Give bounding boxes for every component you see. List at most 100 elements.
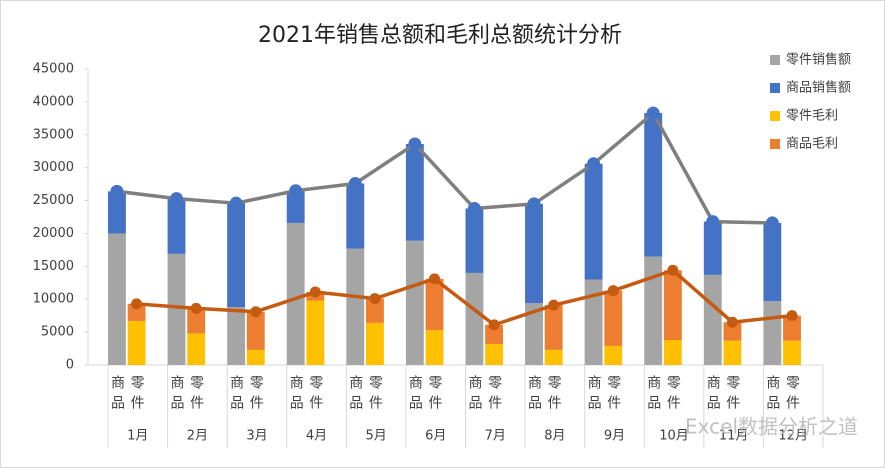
bar-segment — [723, 340, 742, 365]
sub-category-label: 商品 — [109, 375, 125, 415]
y-tick-label: 10000 — [33, 292, 74, 307]
total-marker — [706, 215, 720, 229]
y-tick-label: 35000 — [33, 127, 74, 142]
bar-segment — [167, 253, 186, 365]
x-tick-label: 3月 — [246, 429, 267, 444]
bar-segment — [723, 322, 742, 341]
sub-category-label: 零件 — [248, 375, 264, 415]
total-line-segment — [493, 303, 555, 327]
sub-category-label: 零件 — [427, 375, 443, 415]
x-tick-label: 11月 — [719, 429, 749, 444]
total-marker — [369, 293, 381, 305]
bar-segment — [763, 222, 782, 302]
bar-segment — [584, 279, 603, 365]
total-line-segment — [354, 142, 416, 185]
legend-label: 零件毛利 — [786, 109, 838, 124]
sub-category-label: 零件 — [784, 375, 800, 415]
bar-segment — [544, 349, 563, 365]
total-marker — [131, 298, 143, 310]
bar-segment — [346, 183, 365, 249]
legend-label: 商品销售额 — [786, 80, 851, 96]
sub-category-label: 商品 — [407, 375, 423, 415]
total-marker — [170, 192, 184, 206]
x-tick-label: 4月 — [306, 429, 327, 444]
sub-category-label: 零件 — [724, 375, 740, 415]
y-tick-label: 15000 — [33, 259, 74, 274]
total-line-segment — [136, 302, 197, 311]
total-marker — [786, 310, 798, 322]
total-marker — [548, 299, 560, 311]
bar-segment — [187, 308, 206, 334]
sub-category-label: 零件 — [665, 375, 681, 415]
bar-segment — [425, 330, 444, 365]
bar-segment — [604, 345, 623, 365]
bar-segment — [286, 222, 305, 365]
bar-segment — [644, 256, 663, 365]
total-marker — [607, 285, 619, 297]
legend-swatch — [770, 111, 780, 121]
y-tick-label: 5000 — [41, 325, 74, 340]
bar-segment — [485, 324, 504, 344]
total-marker — [429, 273, 441, 285]
bar-segment — [663, 340, 682, 365]
sub-category-label: 商品 — [645, 375, 661, 415]
bar-segment — [544, 305, 563, 350]
total-marker — [765, 216, 779, 230]
total-line-segment — [374, 277, 436, 301]
bar-segment — [167, 198, 186, 254]
sub-category-label: 商品 — [288, 375, 304, 415]
bar-segment — [465, 272, 484, 365]
sub-category-label: 商品 — [466, 375, 482, 415]
total-marker — [190, 302, 202, 314]
bar-segment — [644, 113, 663, 257]
watermark: Excel数据分析之道 — [685, 415, 858, 439]
sub-category-label: 零件 — [188, 375, 204, 415]
total-line-segment — [255, 290, 316, 314]
total-line-segment — [413, 142, 476, 210]
total-line-segment — [116, 189, 177, 201]
total-line-segment — [474, 202, 535, 211]
y-tick-label: 25000 — [33, 193, 74, 208]
bar-segment — [485, 343, 504, 365]
x-tick-label: 10月 — [659, 429, 689, 444]
bar-segment — [286, 190, 305, 223]
sub-category-label: 商品 — [705, 375, 721, 415]
sub-category-label: 零件 — [367, 375, 383, 415]
y-tick-label: 45000 — [33, 62, 74, 77]
bar-segment — [365, 298, 384, 323]
bar-segment — [246, 349, 265, 365]
sub-category-label: 商品 — [169, 375, 185, 415]
y-tick-label: 40000 — [33, 94, 74, 109]
legend-label: 商品毛利 — [786, 137, 838, 152]
bar-segment — [604, 290, 623, 346]
total-line-segment — [315, 290, 376, 301]
bar-segment — [584, 163, 603, 280]
total-marker — [527, 197, 541, 211]
total-line-segment — [651, 112, 715, 223]
bar-segment — [365, 322, 384, 365]
x-tick-label: 6月 — [425, 429, 446, 444]
bar-segment — [405, 143, 424, 241]
bar-segment — [783, 315, 801, 341]
bar-segment — [525, 303, 543, 365]
bar-segment — [763, 301, 782, 365]
sub-category-label: 商品 — [764, 375, 780, 415]
total-line-segment — [433, 277, 496, 327]
bar-segment — [346, 248, 365, 365]
sub-category-label: 零件 — [546, 375, 562, 415]
x-tick-label: 8月 — [544, 429, 565, 444]
bar-segment — [703, 274, 722, 365]
bar-segment — [465, 208, 484, 273]
bar-segment — [108, 191, 126, 234]
total-marker — [646, 106, 660, 120]
sub-category-label: 商品 — [526, 375, 542, 415]
bar-segment — [783, 340, 801, 365]
total-marker — [587, 157, 601, 171]
total-line-segment — [732, 313, 793, 324]
total-marker — [289, 184, 303, 198]
legend-swatch — [770, 55, 780, 65]
total-marker — [229, 196, 243, 210]
sub-category-label: 零件 — [129, 375, 145, 415]
